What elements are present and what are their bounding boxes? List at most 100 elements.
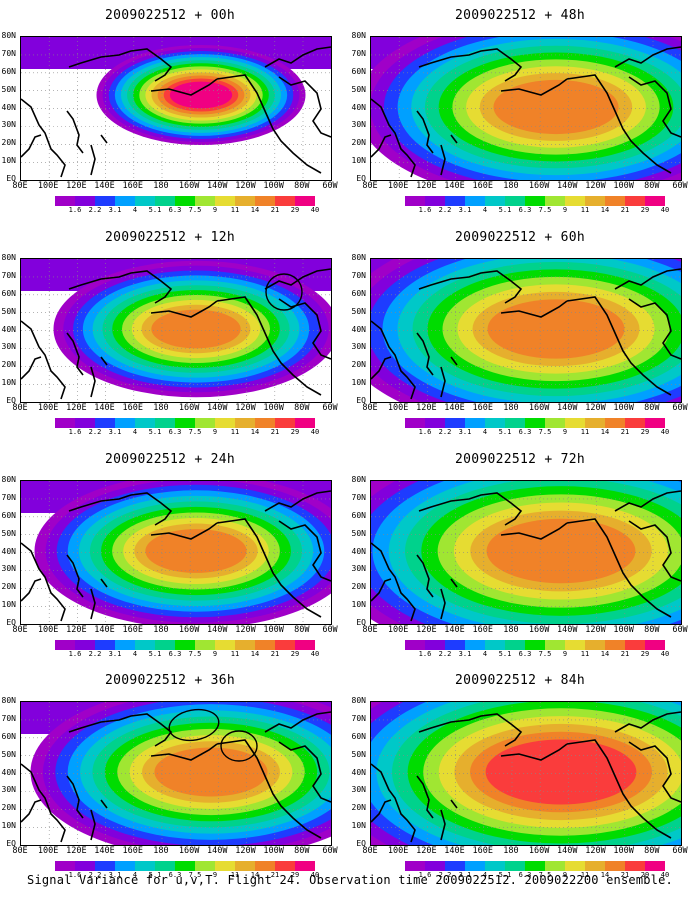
- lon-label: 180: [503, 181, 519, 191]
- lat-label: 60N: [1, 731, 16, 741]
- colorbar-swatch: [235, 418, 255, 428]
- lon-label: 80W: [644, 625, 660, 635]
- colorbar-label: 21: [270, 871, 280, 879]
- colorbar-swatch: [605, 861, 625, 871]
- colorbar-label: 9: [212, 206, 218, 214]
- colorbar-label: 2.2: [438, 650, 452, 658]
- colorbar-label: 1.6: [418, 428, 432, 436]
- colorbar-swatch: [425, 640, 445, 650]
- contour-band: [151, 309, 241, 349]
- lon-label: 100E: [37, 625, 59, 635]
- observation-circle: [220, 730, 258, 762]
- lon-label: 80W: [294, 403, 310, 413]
- colorbar-label: 29: [290, 206, 300, 214]
- colorbar-swatch: [75, 196, 95, 206]
- colorbar: [405, 640, 665, 650]
- lon-label: 120W: [235, 403, 256, 413]
- colorbar-label: 5.1: [498, 871, 512, 879]
- lon-label: 80E: [12, 846, 28, 856]
- colorbar-swatch: [135, 418, 155, 428]
- lon-label: 140W: [207, 625, 228, 635]
- lon-label: 120W: [585, 625, 606, 635]
- lon-label: 180: [153, 625, 169, 635]
- lat-label: 20N: [1, 803, 16, 813]
- colorbar-label: 40: [310, 871, 320, 879]
- lat-label: EQ: [356, 174, 366, 183]
- lat-label: 80N: [1, 696, 16, 705]
- panel-title: 2009022512 + 00h: [104, 8, 236, 23]
- colorbar-swatch: [485, 640, 505, 650]
- lon-label: 120E: [416, 625, 437, 635]
- colorbar-label: 3.1: [458, 428, 472, 436]
- lat-label: EQ: [6, 839, 16, 848]
- panel-title: 2009022512 + 36h: [104, 673, 236, 688]
- variance-map: [20, 258, 332, 403]
- lat-label: EQ: [356, 618, 366, 627]
- colorbar-label: 6.3: [168, 428, 182, 436]
- lon-label: 60W: [672, 181, 688, 191]
- lon-label: 80E: [12, 403, 28, 413]
- colorbar-label: 3.1: [108, 871, 122, 879]
- colorbar-swatch: [625, 861, 645, 871]
- colorbar-swatch: [295, 640, 315, 650]
- colorbar-label: 6.3: [518, 206, 532, 214]
- colorbar-swatch: [155, 196, 175, 206]
- lat-label: 50N: [1, 749, 16, 759]
- lon-label: 100E: [37, 403, 59, 413]
- colorbar-label: 4: [132, 206, 138, 214]
- contour-band: [145, 529, 247, 573]
- panel-title: 2009022512 + 48h: [454, 8, 586, 23]
- colorbar: [55, 418, 315, 428]
- colorbar-swatch: [565, 196, 585, 206]
- lat-label: 40N: [1, 324, 16, 334]
- variance-map: [20, 36, 332, 181]
- colorbar-label: 14: [600, 206, 610, 214]
- colorbar-swatch: [485, 196, 505, 206]
- colorbar-label: 21: [620, 871, 630, 879]
- lat-label: 70N: [351, 48, 366, 58]
- lon-label: 160E: [122, 403, 143, 413]
- colorbar-label: 6.3: [168, 206, 182, 214]
- lat-label: 50N: [351, 749, 366, 759]
- lon-label: 120W: [585, 403, 606, 413]
- lon-label: 160W: [528, 181, 550, 191]
- colorbar-label: 11: [580, 428, 590, 436]
- colorbar-swatch: [75, 640, 95, 650]
- lat-label: 20N: [1, 138, 16, 148]
- colorbar-swatch: [605, 196, 625, 206]
- lon-label: 180: [503, 846, 519, 856]
- lon-label: 100E: [387, 846, 409, 856]
- colorbar-swatch: [445, 196, 465, 206]
- lon-label: 120W: [235, 846, 256, 856]
- colorbar-label: 6.3: [518, 428, 532, 436]
- map-canvas: [21, 702, 331, 845]
- lon-label: 60W: [672, 625, 688, 635]
- colorbar-label: 21: [270, 206, 280, 214]
- lon-label: 160E: [122, 625, 143, 635]
- colorbar-swatch: [175, 861, 195, 871]
- lat-label: 10N: [351, 156, 366, 166]
- colorbar-label: 11: [230, 206, 240, 214]
- colorbar-label: 21: [620, 206, 630, 214]
- lon-label: 80W: [294, 181, 310, 191]
- colorbar-label: 5.1: [148, 871, 162, 879]
- lon-label: 140E: [444, 625, 465, 635]
- colorbar-label: 40: [660, 428, 670, 436]
- colorbar-swatch: [215, 640, 235, 650]
- colorbar-swatch: [565, 640, 585, 650]
- colorbar-swatch: [255, 418, 275, 428]
- lon-label: 140E: [444, 403, 465, 413]
- colorbar-label: 7.5: [538, 428, 552, 436]
- colorbar-label: 21: [270, 650, 280, 658]
- contour-band: [154, 747, 268, 797]
- colorbar-label: 5.1: [148, 206, 162, 214]
- lat-label: 30N: [351, 120, 366, 130]
- colorbar-swatch: [425, 196, 445, 206]
- colorbar-label: 2.2: [88, 428, 102, 436]
- colorbar-label: 3.1: [458, 206, 472, 214]
- colorbar-label: 1.6: [418, 206, 432, 214]
- lon-label: 160E: [122, 846, 143, 856]
- lat-label: 10N: [1, 378, 16, 388]
- colorbar-label: 21: [270, 428, 280, 436]
- colorbar-swatch: [195, 640, 215, 650]
